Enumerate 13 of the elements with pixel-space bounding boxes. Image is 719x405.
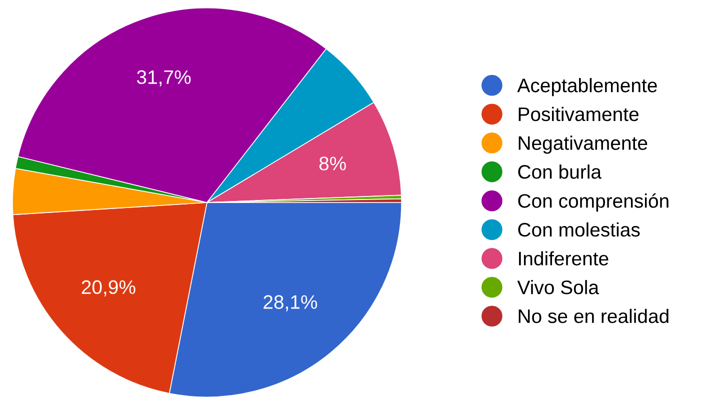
data-label: 20,9%	[82, 280, 136, 296]
legend-label: Positivamente	[518, 106, 638, 122]
legend-label: Indiferente	[519, 251, 608, 266]
data-label: 31,7%	[136, 70, 191, 86]
data-label: 8%	[319, 156, 346, 170]
legend-label: Con burla	[518, 164, 602, 179]
data-label: 28,1%	[264, 295, 318, 312]
legend-label: Con comprensión	[518, 193, 668, 212]
legend-label: Negativamente	[518, 136, 648, 154]
legend-label: Vivo Sola	[517, 280, 600, 294]
legend-label: Con molestias	[518, 222, 640, 237]
legend-label: No se en realidad	[518, 308, 668, 324]
legend-label: Aceptablemente	[517, 78, 657, 96]
